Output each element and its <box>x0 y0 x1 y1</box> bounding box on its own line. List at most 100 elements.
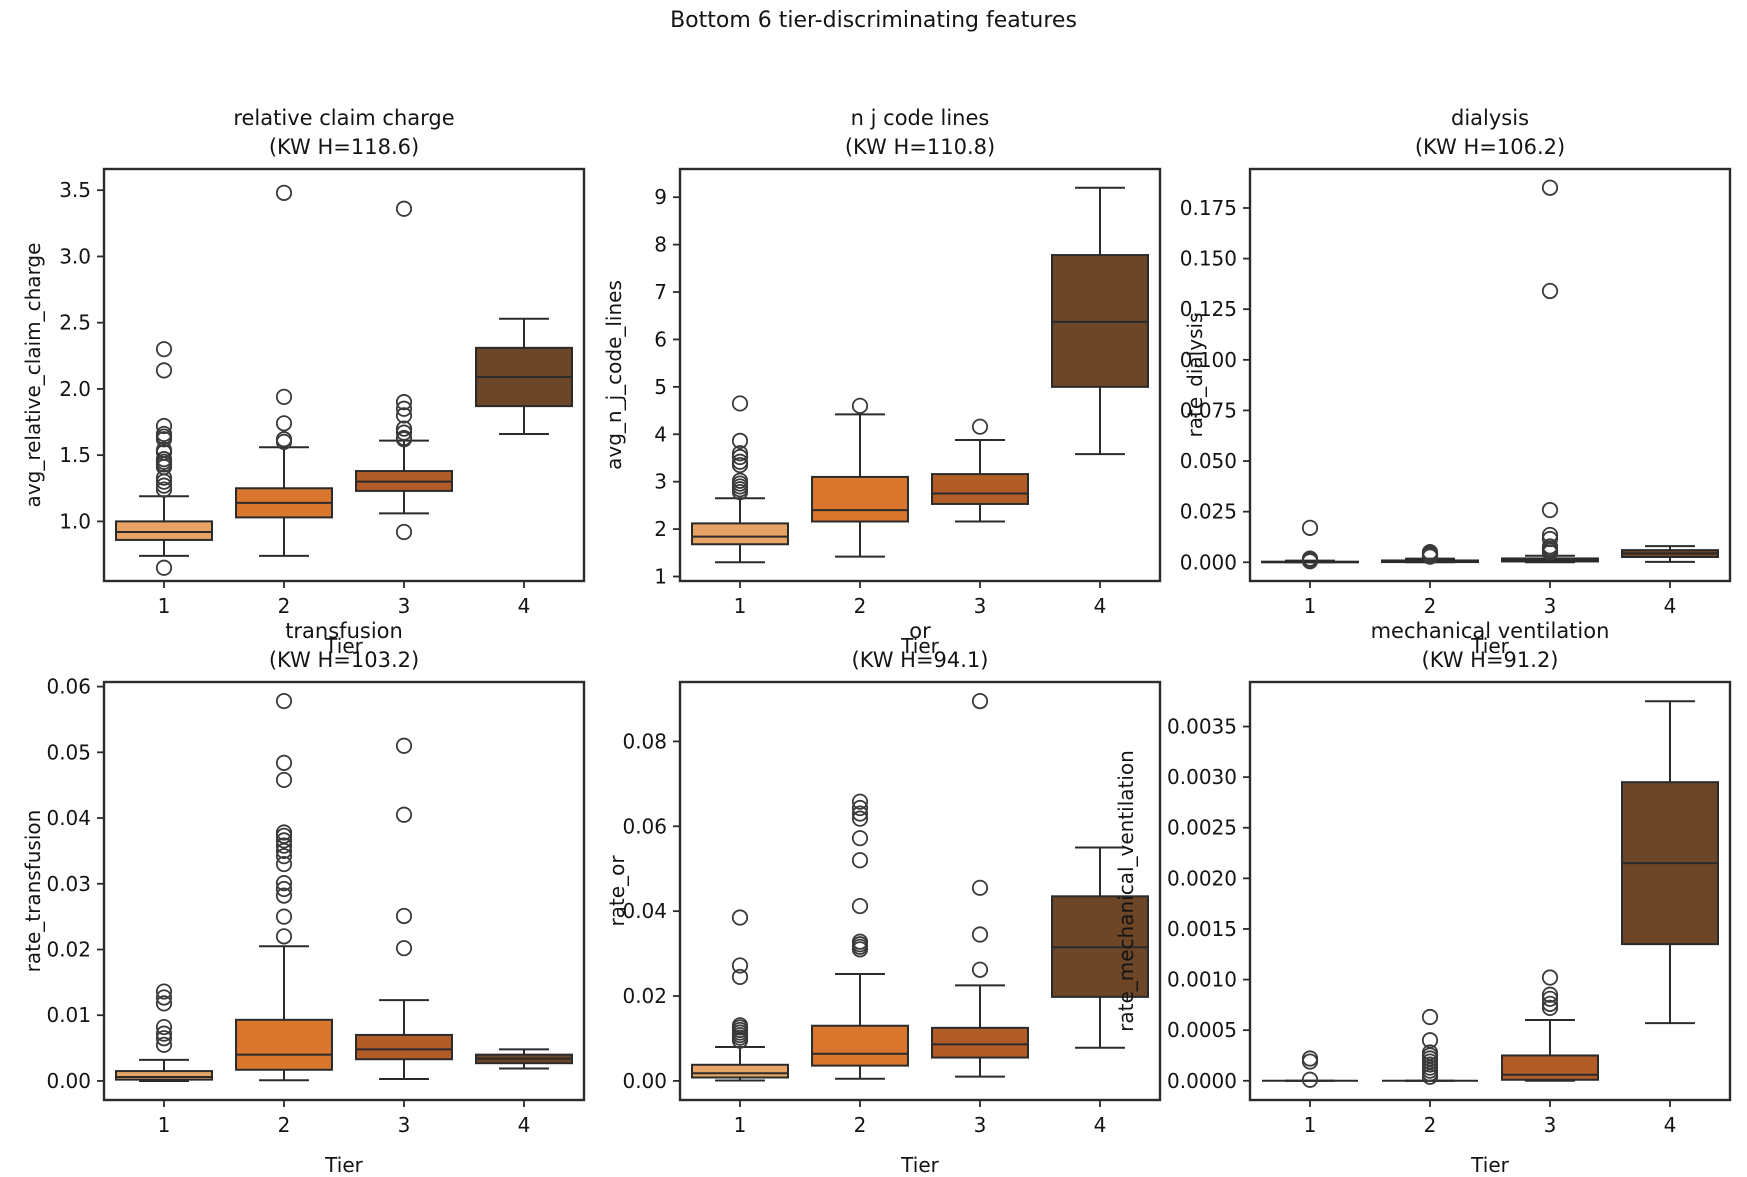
boxplot-tier-2 <box>235 184 333 557</box>
outlier-point <box>275 832 293 849</box>
x-axis-label: Tier <box>901 1153 939 1177</box>
outlier-point <box>1541 501 1559 519</box>
y-tick-label: 0.100 <box>1180 348 1237 372</box>
outlier-point <box>971 961 989 978</box>
axes-frame <box>678 680 1162 1102</box>
outlier-point <box>155 425 173 443</box>
axes-frame <box>102 167 586 583</box>
subplot-dialysis: dialysis (KW H=106.2) rate_dialysis 0.00… <box>1180 106 1732 658</box>
x-tick-label: 3 <box>1544 1113 1557 1137</box>
outlier-point <box>275 824 293 841</box>
x-tick-label: 4 <box>1664 1113 1677 1137</box>
boxplot-tier-4 <box>1621 700 1719 1025</box>
outlier-point <box>395 424 413 441</box>
outlier-point <box>1541 986 1559 1003</box>
outlier-point <box>1541 969 1559 986</box>
x-tick-label: 2 <box>854 1113 867 1137</box>
subplot-mechanical-ventilation: mechanical ventilation (KW H=91.2) rate_… <box>1114 619 1732 1177</box>
outlier-point <box>275 855 293 873</box>
y-tick-label: 0.0005 <box>1167 1018 1237 1042</box>
y-tick-label: 0.02 <box>622 984 667 1008</box>
y-tick-label: 0.06 <box>46 675 91 699</box>
y-tick-label: 0.0010 <box>1167 968 1237 992</box>
outlier-point <box>851 805 869 822</box>
outlier-point <box>1421 1032 1439 1049</box>
outlier-point <box>731 1017 749 1034</box>
subplot-subtitle-kw: (KW H=118.6) <box>268 135 420 159</box>
y-tick-label: 0.06 <box>622 814 667 838</box>
outlier-point <box>731 968 749 986</box>
figure-title: Bottom 6 tier-discriminating features <box>670 8 1077 33</box>
x-tick-label: 4 <box>518 1113 531 1137</box>
outlier-point <box>1301 519 1319 536</box>
x-axis-label: Tier <box>325 634 363 658</box>
outlier-point <box>851 793 869 810</box>
box-tier-1 <box>115 1070 213 1081</box>
outlier-point <box>155 477 173 494</box>
boxplot-tier-4 <box>1051 186 1149 456</box>
y-tick-label: 0.04 <box>46 806 91 830</box>
outlier-point <box>155 1025 173 1042</box>
outlier-point <box>155 1030 173 1047</box>
outlier-point <box>851 933 869 950</box>
outlier-point <box>395 407 413 424</box>
outlier-point <box>275 837 293 854</box>
boxplot-tier-4 <box>1051 846 1149 1049</box>
boxplot-tier-2 <box>811 397 909 558</box>
outlier-point <box>851 799 869 817</box>
outlier-point <box>275 431 293 448</box>
x-tick-label: 1 <box>734 1113 747 1137</box>
subplot-title: transfusion <box>285 619 403 643</box>
y-tick-label: 0.175 <box>1180 196 1237 220</box>
x-tick-label: 1 <box>158 1113 171 1137</box>
box-tier-1 <box>691 1063 789 1079</box>
outlier-point <box>275 388 293 405</box>
outlier-point <box>851 897 869 915</box>
boxplot-tier-3 <box>355 737 453 1080</box>
outlier-point <box>155 441 173 458</box>
box-tier-2 <box>811 1024 909 1067</box>
outlier-point <box>1541 995 1559 1012</box>
y-tick-label: 0.050 <box>1180 449 1237 473</box>
boxplot-tier-2 <box>1382 1008 1478 1085</box>
plot-area: 0.00 0.02 0.04 0.06 0.08 1 2 3 4 <box>622 680 1162 1137</box>
y-tick-label: 6 <box>654 327 667 351</box>
y-tick-label: 0.150 <box>1180 247 1237 271</box>
outlier-point <box>275 692 293 710</box>
outlier-point <box>1541 282 1559 300</box>
y-tick-label: 2.5 <box>59 311 91 335</box>
x-tick-label: 1 <box>734 594 747 618</box>
x-tick-label: 2 <box>1424 1113 1437 1137</box>
outlier-point <box>731 445 749 462</box>
y-tick-label: 0.075 <box>1180 398 1237 422</box>
y-tick-label: 5 <box>654 375 667 399</box>
outlier-point <box>395 420 413 437</box>
y-tick-label: 9 <box>654 185 667 209</box>
boxplot-tier-4 <box>475 317 573 435</box>
x-tick-label: 3 <box>974 594 987 618</box>
boxplot-tier-2 <box>235 692 333 1082</box>
y-tick-label: 2 <box>654 517 667 541</box>
outlier-point <box>1541 526 1559 544</box>
outlier-point <box>731 453 749 470</box>
boxplot-tier-1 <box>691 909 789 1082</box>
y-tick-label: 8 <box>654 233 667 257</box>
boxplot-tier-3 <box>355 200 453 541</box>
outlier-point <box>1421 1008 1439 1026</box>
outlier-point <box>275 848 293 865</box>
y-tick-label: 7 <box>654 280 667 304</box>
boxplot-tier-1 <box>1261 519 1359 570</box>
y-axis-label: avg_relative_claim_charge <box>21 242 45 508</box>
y-tick-label: 0.05 <box>46 740 91 764</box>
boxplot-tier-1 <box>1262 1050 1358 1088</box>
y-tick-label: 0.0020 <box>1167 866 1237 890</box>
outlier-point <box>395 394 413 411</box>
outlier-point <box>971 692 989 710</box>
box-tier-3 <box>1501 1054 1599 1081</box>
plot-area: 1.0 1.5 2.0 2.5 3.0 3.5 1 2 3 4 <box>59 167 586 618</box>
y-tick-label: 0.025 <box>1180 500 1237 524</box>
subplot-title: dialysis <box>1450 106 1530 130</box>
outlier-point <box>1301 1050 1319 1067</box>
outlier-point <box>395 523 413 541</box>
y-tick-label: 0.03 <box>46 872 91 896</box>
